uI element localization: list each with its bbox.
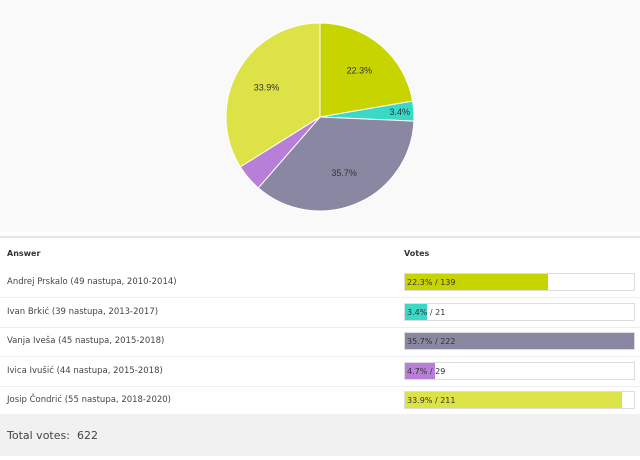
total-votes-label: Total votes: [7, 429, 70, 442]
vote-bar-label: 22.3% / 139 [407, 278, 456, 287]
vote-bar: 22.3% / 139 [404, 273, 635, 291]
answer-label: Vanja Iveša (45 nastupa, 2015-2018) [7, 336, 165, 346]
vote-bar: 4.7% / 29 [404, 361, 635, 380]
pie-chart-area: 22.3% 3.4% 35.7% 33.9% [225, 22, 415, 212]
answer-label: Josip Čondrić (55 nastupa, 2018-2020) [7, 395, 171, 405]
vote-bar-fill [405, 362, 436, 379]
pie-slice [319, 22, 414, 118]
votes-header: Votes [404, 249, 430, 258]
pie-slice-label: 3.4% [389, 107, 410, 117]
total-votes-footer: Total votes: 622 [0, 414, 640, 456]
answer-label: Ivan Brkić (39 nastupa, 2013-2017) [7, 306, 159, 317]
table-row: Ivan Brkić (39 nastupa, 2013-2017) 3.4% … [0, 298, 640, 328]
table-row: Josip Čondrić (55 nastupa, 2018-2020) 33… [0, 386, 640, 416]
vote-bar-fill [405, 274, 549, 290]
pie-slice [257, 116, 415, 212]
vote-bar-label: 3.4% / 21 [407, 307, 446, 317]
vote-bar: 33.9% / 211 [404, 391, 635, 409]
vote-bar-label: 33.9% / 211 [407, 396, 456, 405]
answer-label: Ivica Ivušić (44 nastupa, 2015-2018) [7, 365, 163, 376]
vote-bar-label: 35.7% / 222 [407, 337, 456, 346]
table-row: Vanja Iveša (45 nastupa, 2015-2018) 35.7… [0, 327, 640, 357]
table-row: Ivica Ivušić (44 nastupa, 2015-2018) 4.7… [0, 357, 640, 387]
vote-bar: 3.4% / 21 [404, 302, 635, 321]
divider [0, 236, 640, 238]
vote-bar: 35.7% / 222 [404, 332, 635, 350]
answer-label: Andrej Prskalo (49 nastupa, 2010-2014) [7, 277, 177, 287]
pie-slice-label: 22.3% [347, 65, 373, 75]
vote-bar-fill [405, 303, 427, 320]
pie-chart: 22.3% 3.4% 35.7% 33.9% [225, 22, 415, 212]
table-row: Andrej Prskalo (49 nastupa, 2010-2014) 2… [0, 268, 640, 298]
pie-slice-label: 33.9% [254, 82, 280, 92]
pie-slice-label: 35.7% [331, 168, 357, 178]
pie-slice [225, 22, 321, 168]
vote-bar-fill [405, 333, 634, 349]
vote-bar-label: 4.7% / 29 [407, 366, 446, 376]
vote-bar-fill [405, 392, 623, 408]
total-votes-value: 622 [77, 429, 98, 442]
answer-header: Answer [7, 249, 41, 258]
